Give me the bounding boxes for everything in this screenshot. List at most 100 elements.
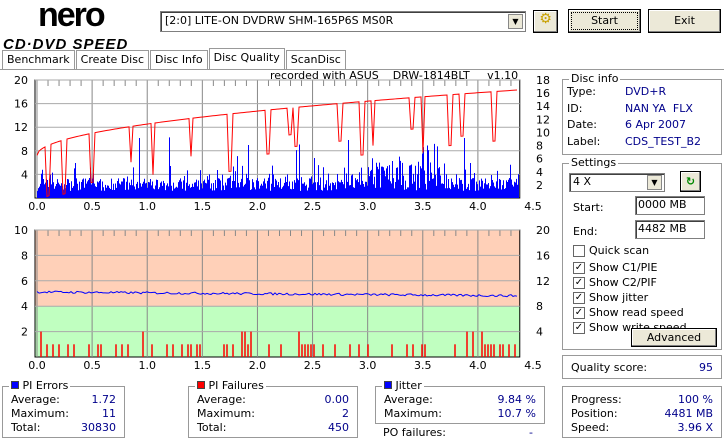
- check-icon[interactable]: ✓: [573, 261, 585, 274]
- start-button[interactable]: Start: [568, 9, 641, 33]
- tab-disc-quality[interactable]: Disc Quality: [208, 48, 285, 69]
- tab-benchmark[interactable]: Benchmark: [2, 50, 75, 69]
- jitter-max: 10.7 %: [497, 407, 536, 420]
- y-right-tick-label: 6: [536, 153, 543, 166]
- pie-avg: 1.72: [91, 393, 117, 406]
- pie-total: 30830: [81, 421, 116, 434]
- x-tick-label: 1.5: [194, 200, 212, 213]
- check-icon[interactable]: ✓: [573, 276, 585, 289]
- speed-value: 4 X: [573, 175, 592, 188]
- drive-settings-icon[interactable]: ⚙: [533, 10, 558, 33]
- tab-disc-info[interactable]: Disc Info: [150, 50, 208, 69]
- check-icon[interactable]: ✓: [573, 321, 585, 334]
- tab-scandisc[interactable]: ScanDisc: [285, 50, 346, 69]
- y-right-tick-label: 14: [536, 100, 550, 113]
- pie-legend-swatch: [11, 381, 19, 389]
- jitter-title: Jitter: [395, 379, 422, 392]
- drive-value: [2:0] LITE-ON DVDRW SHM-165P6S MS0R: [165, 14, 394, 27]
- nero-logo: nero: [38, 0, 106, 34]
- check-icon[interactable]: ✓: [573, 306, 585, 319]
- read-speed-line: [36, 89, 518, 198]
- show-read-speed-checkbox[interactable]: ✓ Show read speed: [573, 306, 684, 319]
- show-c2-label: Show C2/PIF: [589, 276, 657, 289]
- y-right-tick-label: 18: [536, 74, 550, 87]
- quality-score-value: 95: [699, 361, 713, 374]
- progress-value: 100 %: [678, 393, 713, 406]
- po-failures-label: PO failures:: [383, 426, 446, 439]
- quick-scan-label: Quick scan: [589, 244, 650, 257]
- type-label: Type:: [567, 85, 596, 98]
- speed-label: Speed:: [571, 421, 610, 434]
- quality-score-group: Quality score: 95: [562, 355, 722, 379]
- x-tick-label: 3.5: [414, 359, 432, 372]
- settings-group: Settings 4 X ▼ ↻ Start: 0000 MB End: 4482…: [562, 156, 722, 350]
- progress-group: Progress: 100 % Position: 4481 MB Speed: 3.…: [562, 386, 722, 438]
- x-tick-label: 0.0: [28, 359, 46, 372]
- x-tick-label: 0.5: [83, 200, 101, 213]
- refresh-icon[interactable]: ↻: [680, 171, 701, 192]
- max-label: Maximum:: [384, 407, 442, 420]
- cd-dvd-speed-logo: CD·DVD SPEED: [3, 36, 129, 53]
- x-tick-label: 3.0: [359, 359, 377, 372]
- pif-legend-swatch: [197, 381, 205, 389]
- x-tick-label: 1.0: [138, 359, 156, 372]
- x-tick-label: 3.5: [414, 200, 432, 213]
- show-jitter-checkbox[interactable]: ✓ Show jitter: [573, 291, 648, 304]
- x-tick-label: 2.5: [304, 359, 322, 372]
- avg-label: Average:: [11, 393, 60, 406]
- y-right-tick-label: 16: [536, 87, 550, 100]
- drive-select[interactable]: [2:0] LITE-ON DVDRW SHM-165P6S MS0R ▼: [160, 11, 526, 32]
- start-input[interactable]: 0000 MB: [635, 196, 705, 215]
- pif-avg: 0.00: [324, 393, 350, 406]
- y-right-tick-label: 8: [536, 140, 543, 153]
- pif-max: 2: [342, 407, 349, 420]
- pi-failures-title: PI Failures: [208, 379, 264, 392]
- show-c1-label: Show C1/PIE: [589, 261, 658, 274]
- chevron-down-icon[interactable]: ▼: [647, 175, 662, 190]
- y-left-tick-label: 16: [14, 98, 28, 111]
- pi-errors-group: PI Errors Average: 1.72 Maximum: 11 Total:…: [2, 379, 125, 438]
- tab-create-disc[interactable]: Create Disc: [75, 50, 150, 69]
- x-tick-label: 2.0: [249, 200, 267, 213]
- show-c2-pif-checkbox[interactable]: ✓ Show C2/PIF: [573, 276, 657, 289]
- exit-button[interactable]: Exit: [648, 9, 721, 33]
- y-left-tick-label: 4: [21, 168, 28, 181]
- y-right-tick-label: 16: [536, 249, 550, 262]
- show-read-label: Show read speed: [589, 306, 684, 319]
- y-left-tick-label: 12: [14, 121, 28, 134]
- end-input[interactable]: 4482 MB: [635, 220, 705, 239]
- show-c1-pie-checkbox[interactable]: ✓ Show C1/PIE: [573, 261, 657, 274]
- jitter-legend-swatch: [384, 381, 392, 389]
- disc-quality-charts: 0.0 0.5 1.0 1.5 2.0 2.5 3.0 3.5 4.0 4.54812162024…: [14, 74, 550, 372]
- y-right-tick-label: 12: [536, 275, 550, 288]
- x-tick-label: 3.0: [359, 200, 377, 213]
- id-value: NAN YA FLX: [625, 102, 693, 115]
- y-left-tick-label: 10: [14, 224, 28, 237]
- y-right-tick-label: 2: [536, 179, 543, 192]
- total-label: Total:: [11, 421, 41, 434]
- chevron-down-icon[interactable]: ▼: [508, 14, 523, 29]
- label-label: Label:: [567, 135, 601, 148]
- y-left-tick-label: 4: [21, 300, 28, 313]
- checkbox-box[interactable]: [573, 244, 585, 257]
- x-tick-label: 4.0: [469, 200, 487, 213]
- label-value: CDS_TEST_B2: [625, 135, 702, 148]
- progress-label: Progress:: [571, 393, 622, 406]
- advanced-button[interactable]: Advanced: [631, 328, 717, 347]
- y-right-tick-label: 10: [536, 126, 550, 139]
- bad-zone: [35, 230, 520, 307]
- tab-divider: [0, 69, 724, 70]
- recorded-with-label: recorded with ASUS DRW-1814BLT v1.10: [270, 69, 519, 82]
- y-right-tick-label: 8: [536, 300, 543, 313]
- check-icon[interactable]: ✓: [573, 291, 585, 304]
- disc-info-group: Disc info Type: DVD+R ID: NAN YA FLX Date:…: [562, 72, 722, 155]
- speed-select[interactable]: 4 X ▼: [569, 173, 665, 192]
- jitter-avg: 9.84 %: [497, 393, 536, 406]
- quick-scan-checkbox[interactable]: Quick scan: [573, 244, 649, 257]
- x-tick-label: 1.5: [194, 359, 212, 372]
- jitter-line: [36, 290, 518, 298]
- date-label: Date:: [567, 118, 597, 131]
- start-label: Start:: [573, 201, 604, 214]
- x-tick-label: 0.5: [83, 359, 101, 372]
- total-label: Total:: [197, 421, 227, 434]
